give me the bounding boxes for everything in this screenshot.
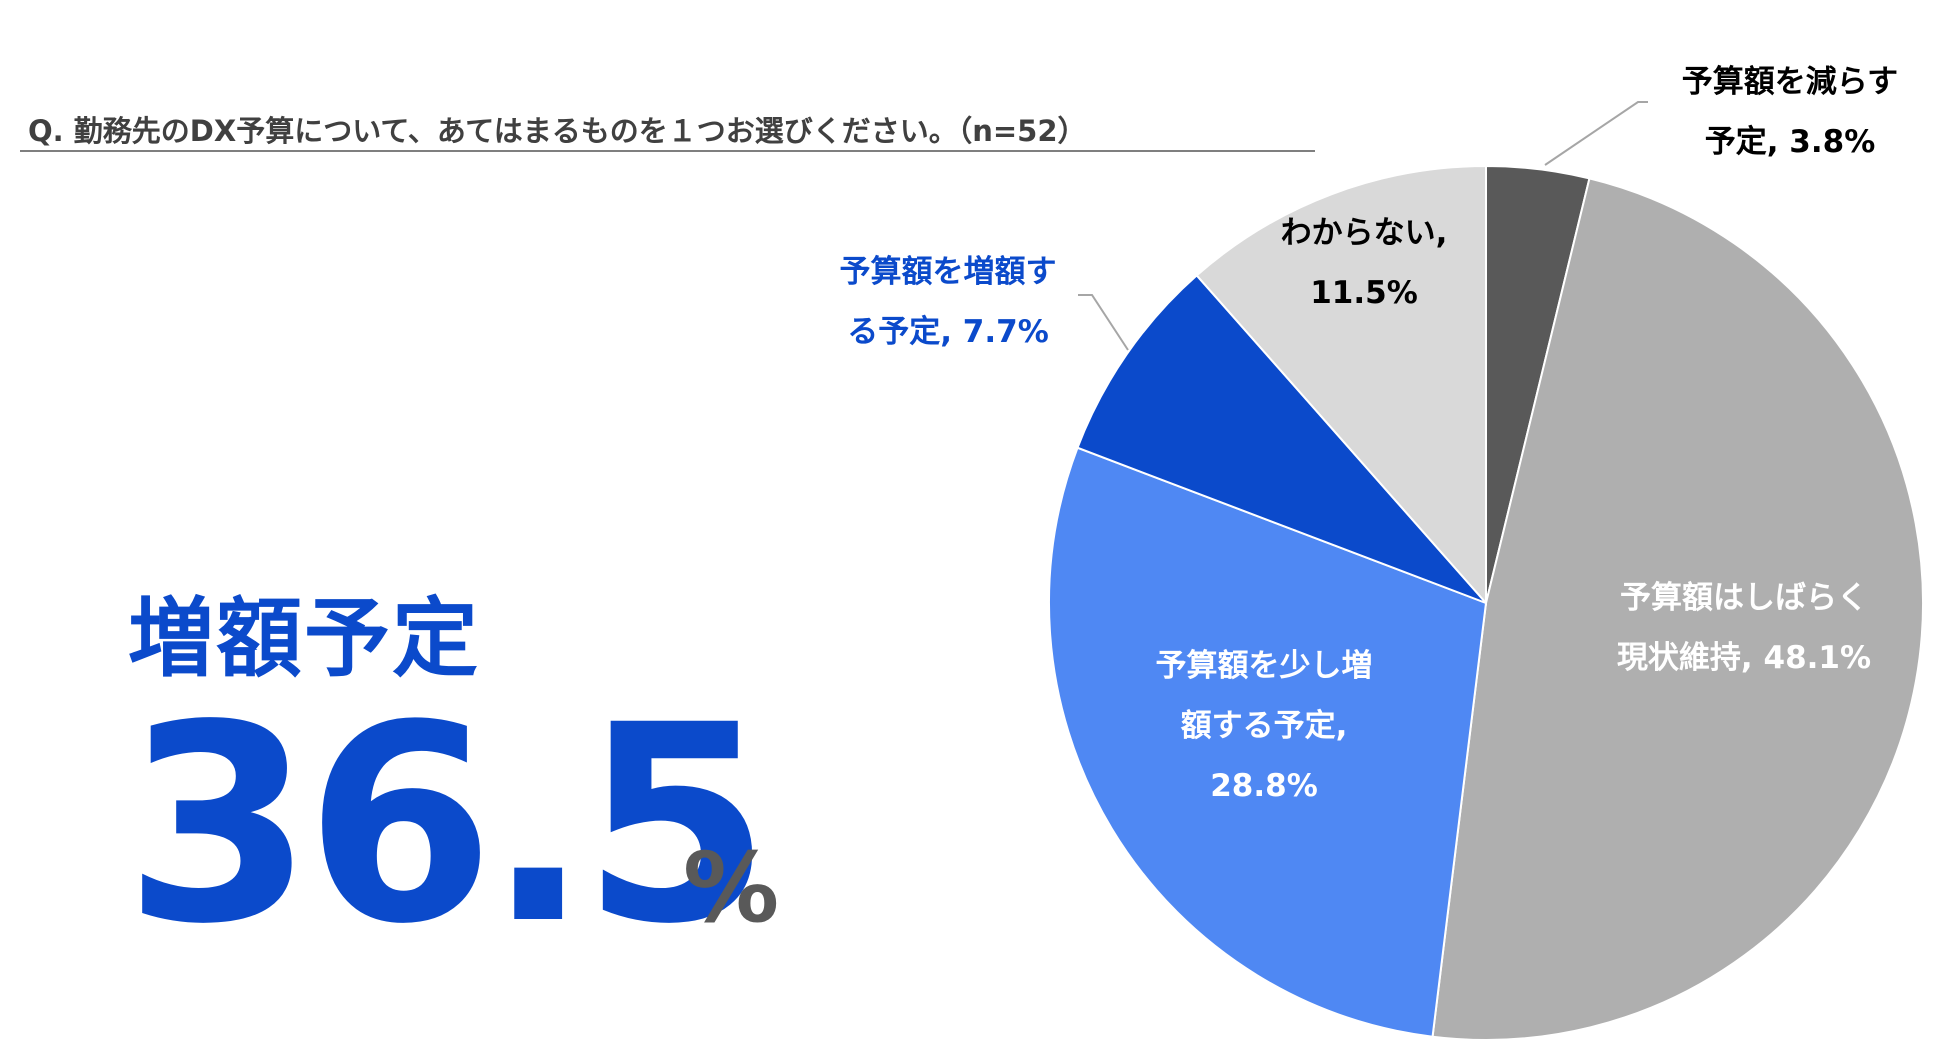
slice-label-line: 予算額を増額す: [840, 254, 1057, 290]
pie-slice-increase: [1076, 273, 1487, 604]
slice-label-line: 28.8%: [1210, 768, 1318, 804]
leader-line-increase: [1078, 294, 1129, 351]
headline-value: 36.5: [124, 668, 771, 984]
headline-label: 増額予定: [128, 589, 480, 689]
slice-label-line: る予定, 7.7%: [847, 314, 1049, 350]
slice-label-line: 予算額を少し増: [1156, 648, 1373, 684]
slice-label-line: 額する予定,: [1181, 708, 1348, 744]
slice-label-increase: 予算額を増額する予定, 7.7%: [840, 254, 1057, 350]
question-title: Q. 勤務先のDX予算について、あてはまるものを１つお選びください。（n=52）: [28, 114, 1087, 148]
slice-label-slight-increase: 予算額を少し増額する予定, 28.8%: [1156, 648, 1373, 804]
pie-slices: [1048, 164, 1924, 1042]
slice-label-line: 現状維持, 48.1%: [1617, 640, 1871, 676]
leader-lines: [1078, 101, 1648, 351]
headline-unit: %: [683, 832, 780, 944]
slice-label-dont-know: わからない, 11.5%: [1281, 215, 1448, 311]
pie-slice-slight-increase: [1048, 446, 1488, 1038]
slice-label-decrease: 予算額を減らす予定, 3.8%: [1682, 64, 1898, 160]
slice-labels: 予算額を減らす予定, 3.8% 予算額はしばらく現状維持, 48.1% 予算額を少し…: [840, 64, 1899, 804]
pie-slice-same: [1431, 177, 1924, 1042]
slice-label-line: 予算額はしばらく: [1620, 580, 1868, 616]
leader-line-decrease: [1544, 101, 1648, 166]
slice-label-same: 予算額はしばらく現状維持, 48.1%: [1617, 580, 1871, 676]
slice-label-line: 予算額を減らす: [1682, 64, 1898, 100]
title-underline: [20, 150, 1315, 152]
pie-slice-dont-know: [1195, 164, 1487, 606]
slice-label-line: わからない,: [1281, 215, 1448, 251]
slice-label-line: 11.5%: [1310, 275, 1418, 311]
slice-label-line: 予定, 3.8%: [1705, 124, 1876, 160]
